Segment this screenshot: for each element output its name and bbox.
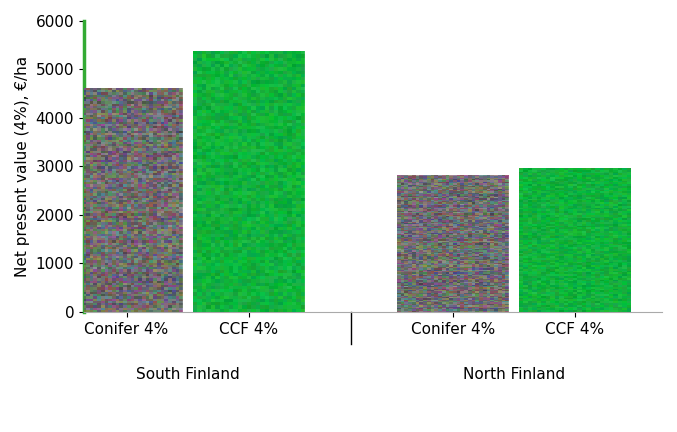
Bar: [193, 51, 305, 312]
Bar: [519, 168, 630, 312]
Y-axis label: Net present value (4%), €/ha: Net present value (4%), €/ha: [15, 56, 30, 277]
Text: North Finland: North Finland: [462, 368, 565, 382]
Text: South Finland: South Finland: [136, 368, 240, 382]
Bar: [397, 176, 508, 312]
Bar: [71, 88, 182, 312]
